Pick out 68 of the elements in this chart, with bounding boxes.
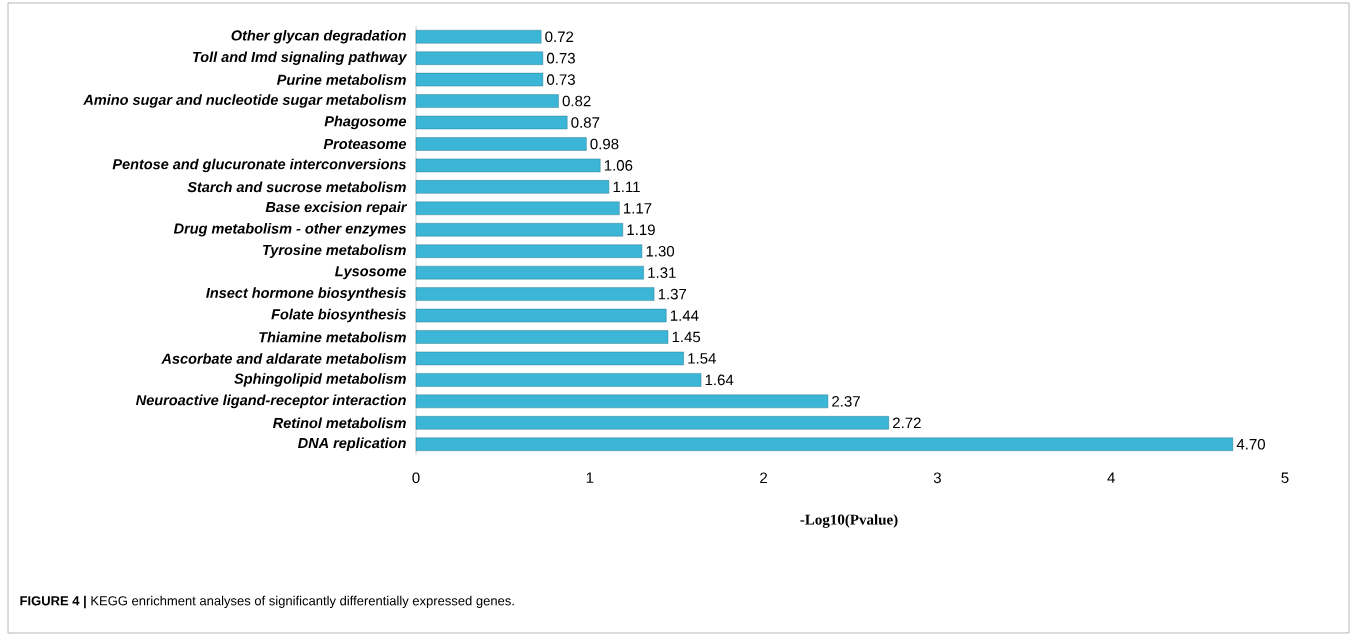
data-label: 2.37 xyxy=(832,396,860,407)
data-label: 1.06 xyxy=(604,160,633,171)
data-label: 1.54 xyxy=(688,353,716,364)
data-label: 0.73 xyxy=(546,74,575,85)
y-tick-label: Ascorbate and aldarate metabolism xyxy=(161,353,406,364)
y-tick-label: Other glycan degradation xyxy=(231,29,406,44)
y-tick-label: Toll and Imd signaling pathway xyxy=(192,51,408,65)
x-tick-label: 4 xyxy=(1107,472,1115,483)
data-label: 1.11 xyxy=(613,181,640,193)
y-tick-label: Sphingolipid metabolism xyxy=(234,373,406,387)
bar xyxy=(415,373,702,387)
data-label: 1.17 xyxy=(624,203,652,214)
data-label: 0.87 xyxy=(571,117,600,128)
bar xyxy=(415,394,829,409)
bar xyxy=(415,265,644,280)
text: FIGURE 4 | KEGG enrichment analyses of significantly differentially expressed genes. xyxy=(20,595,514,609)
y-tick-label: DNA replication xyxy=(297,437,406,452)
data-label: 1.19 xyxy=(627,224,655,236)
data-label: 0.98 xyxy=(590,138,619,150)
y-tick-label: Insect hormone biosynthesis xyxy=(206,287,406,301)
y-tick-label: Retinol metabolism xyxy=(272,417,406,429)
x-tick-label: 1 xyxy=(586,472,594,483)
x-tick-label: 0 xyxy=(412,472,420,484)
data-label: 1.31 xyxy=(648,267,676,278)
bar xyxy=(415,51,544,65)
y-tick-label: Lysosome xyxy=(335,266,407,280)
bar xyxy=(415,158,601,173)
data-label: 0.73 xyxy=(546,52,575,64)
x-axis-title: -Log10(Pvalue) xyxy=(800,514,898,528)
data-label: 1.30 xyxy=(646,245,675,257)
y-tick-label: Base excision repair xyxy=(265,201,408,216)
bar xyxy=(415,287,655,301)
y-tick-label: Neuroactive ligand-receptor interaction xyxy=(136,394,406,409)
bar xyxy=(415,201,620,216)
y-tick-label: Thiamine metabolism xyxy=(259,331,406,343)
bar xyxy=(415,94,559,108)
y-tick-label: Tyrosine metabolism xyxy=(262,244,406,258)
y-tick-label: Purine metabolism xyxy=(277,74,406,85)
bar xyxy=(415,416,889,430)
y-tick-label: Drug metabolism - other enzymes xyxy=(173,223,406,237)
data-label: 0.82 xyxy=(562,95,591,107)
data-label: 1.45 xyxy=(672,331,701,343)
bar xyxy=(415,223,624,237)
bar xyxy=(415,115,568,130)
y-tick-label: Amino sugar and nucleotide sugar metabolism xyxy=(83,94,406,108)
data-label: 1.37 xyxy=(658,288,687,300)
bar xyxy=(415,330,669,344)
y-tick-label: Starch and sucrose metabolism xyxy=(187,181,406,193)
bar xyxy=(415,244,643,258)
y-tick-label: Proteasome xyxy=(323,138,407,150)
x-tick-label: 2 xyxy=(760,472,768,483)
data-label: 1.44 xyxy=(670,310,699,321)
data-label: 4.70 xyxy=(1236,438,1265,450)
bar xyxy=(415,351,684,366)
x-tick-label: 5 xyxy=(1281,472,1289,483)
bar xyxy=(415,72,544,87)
data-label: 0.72 xyxy=(545,31,574,43)
x-tick-label: 3 xyxy=(933,472,941,484)
bar xyxy=(415,437,1234,451)
bar xyxy=(415,137,587,151)
data-label: 1.64 xyxy=(705,374,734,386)
y-tick-label: Pentose and glucuronate interconversions xyxy=(112,158,406,173)
bar xyxy=(415,180,610,194)
bar xyxy=(415,308,667,323)
y-tick-label: Phagosome xyxy=(324,115,407,130)
y-tick-label: Folate biosynthesis xyxy=(271,308,406,323)
data-label: 2.72 xyxy=(893,417,921,429)
bar xyxy=(415,30,542,44)
